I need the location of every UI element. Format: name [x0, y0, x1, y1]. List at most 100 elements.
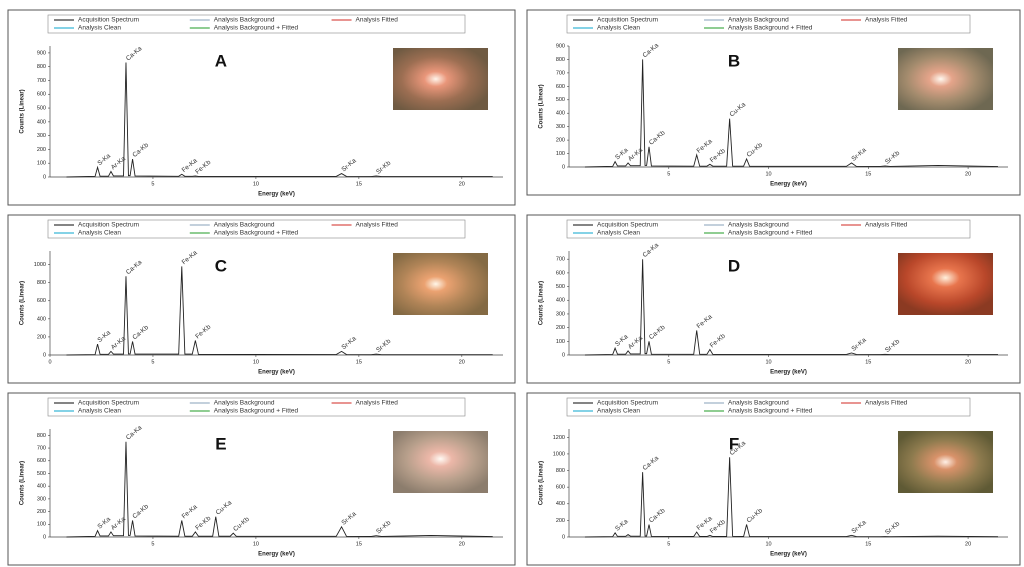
y-tick-label: 100 — [37, 161, 46, 167]
legend-label: Acquisition Spectrum — [597, 222, 658, 229]
y-tick-label: 700 — [556, 70, 565, 76]
legend-label: Analysis Background + Fitted — [728, 408, 813, 415]
y-tick-label: 400 — [37, 316, 46, 322]
y-tick-label: 500 — [556, 284, 565, 290]
legend-label: Analysis Fitted — [356, 400, 399, 407]
x-tick-label: 20 — [459, 181, 465, 187]
sample-photo — [393, 48, 488, 110]
y-tick-label: 600 — [556, 485, 565, 491]
legend-label: Analysis Background — [728, 17, 789, 24]
legend-label: Analysis Fitted — [865, 222, 908, 229]
y-tick-label: 0 — [43, 534, 46, 540]
y-tick-label: 0 — [562, 534, 565, 540]
panel-letter: A — [215, 51, 227, 70]
y-tick-label: 500 — [556, 97, 565, 103]
y-tick-label: 200 — [556, 325, 565, 331]
y-tick-label: 900 — [556, 43, 565, 49]
y-tick-label: 600 — [556, 270, 565, 276]
legend-label: Analysis Background — [214, 222, 275, 229]
x-tick-label: 0 — [48, 359, 51, 365]
y-tick-label: 200 — [556, 518, 565, 524]
x-tick-label: 15 — [356, 181, 362, 187]
legend-label: Analysis Background — [728, 400, 789, 407]
y-tick-label: 100 — [556, 151, 565, 157]
y-tick-label: 1000 — [34, 262, 46, 268]
x-tick-label: 10 — [253, 541, 259, 547]
y-tick-label: 700 — [556, 257, 565, 263]
legend-label: Analysis Background — [214, 17, 275, 24]
x-tick-label: 5 — [667, 171, 670, 177]
panel-letter: D — [728, 256, 740, 275]
y-tick-label: 0 — [562, 164, 565, 170]
y-tick-label: 400 — [556, 501, 565, 507]
x-tick-label: 5 — [151, 181, 154, 187]
legend-label: Analysis Clean — [597, 25, 640, 32]
y-tick-label: 700 — [37, 446, 46, 452]
x-axis-label: Energy (keV) — [770, 370, 807, 376]
y-tick-label: 600 — [556, 84, 565, 90]
legend-label: Acquisition Spectrum — [597, 400, 658, 407]
panel-letter: B — [728, 51, 740, 70]
y-tick-label: 300 — [37, 496, 46, 502]
legend-label: Analysis Background + Fitted — [214, 230, 299, 237]
x-tick-label: 20 — [965, 541, 971, 547]
x-axis-label: Energy (keV) — [770, 182, 807, 188]
y-tick-label: 900 — [37, 50, 46, 56]
y-tick-label: 800 — [556, 57, 565, 63]
y-tick-label: 500 — [37, 106, 46, 112]
y-tick-label: 300 — [556, 124, 565, 130]
figure: Acquisition SpectrumAnalysis BackgroundA… — [0, 0, 1024, 567]
y-tick-label: 500 — [37, 471, 46, 477]
y-axis-label: Counts (Linear) — [20, 461, 26, 505]
y-tick-label: 400 — [556, 111, 565, 117]
y-tick-label: 800 — [37, 433, 46, 439]
legend-label: Analysis Fitted — [356, 17, 399, 24]
y-tick-label: 600 — [37, 458, 46, 464]
y-tick-label: 300 — [37, 133, 46, 139]
y-tick-label: 1200 — [553, 435, 565, 441]
y-tick-label: 600 — [37, 298, 46, 304]
y-tick-label: 400 — [37, 484, 46, 490]
x-tick-label: 10 — [765, 541, 771, 547]
x-tick-label: 5 — [151, 541, 154, 547]
y-axis-label: Counts (Linear) — [539, 281, 545, 325]
y-tick-label: 800 — [37, 64, 46, 70]
x-tick-label: 5 — [667, 359, 670, 365]
spectrum-panel: Acquisition SpectrumAnalysis BackgroundA… — [8, 215, 515, 383]
sample-photo — [898, 253, 993, 315]
legend-label: Acquisition Spectrum — [78, 17, 139, 24]
legend-label: Analysis Fitted — [865, 17, 908, 24]
y-tick-label: 800 — [556, 468, 565, 474]
x-axis-label: Energy (keV) — [770, 552, 807, 558]
y-tick-label: 300 — [556, 311, 565, 317]
legend-label: Analysis Clean — [78, 25, 121, 32]
y-tick-label: 200 — [37, 334, 46, 340]
sample-photo — [393, 253, 488, 315]
y-tick-label: 100 — [556, 339, 565, 345]
x-tick-label: 5 — [667, 541, 670, 547]
x-axis-label: Energy (keV) — [258, 552, 295, 558]
y-axis-label: Counts (Linear) — [20, 89, 26, 133]
legend-label: Analysis Background + Fitted — [728, 25, 813, 32]
spectrum-panel: Acquisition SpectrumAnalysis BackgroundA… — [8, 393, 515, 565]
legend-label: Analysis Clean — [78, 230, 121, 237]
spectrum-panel: Acquisition SpectrumAnalysis BackgroundA… — [8, 10, 515, 205]
x-tick-label: 15 — [865, 171, 871, 177]
y-tick-label: 100 — [37, 522, 46, 528]
y-tick-label: 1000 — [553, 451, 565, 457]
panel-letter: C — [215, 256, 227, 275]
legend-label: Analysis Clean — [597, 230, 640, 237]
legend-label: Analysis Fitted — [865, 400, 908, 407]
y-tick-label: 0 — [562, 352, 565, 358]
sample-photo — [898, 48, 993, 110]
x-axis-label: Energy (keV) — [258, 370, 295, 376]
legend-label: Analysis Fitted — [356, 222, 399, 229]
y-tick-label: 0 — [43, 352, 46, 358]
sample-photo — [898, 431, 993, 493]
legend-label: Analysis Background + Fitted — [214, 25, 299, 32]
x-tick-label: 15 — [865, 359, 871, 365]
legend-label: Analysis Clean — [597, 408, 640, 415]
x-tick-label: 15 — [865, 541, 871, 547]
x-tick-label: 10 — [765, 359, 771, 365]
